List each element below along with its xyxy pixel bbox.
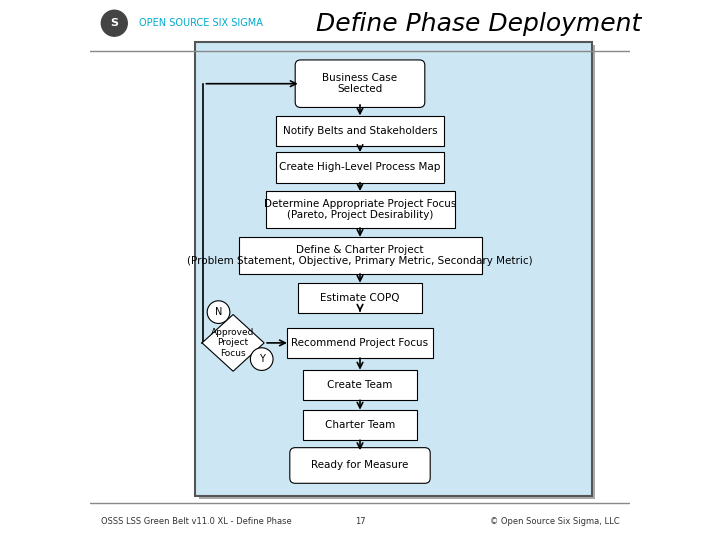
FancyBboxPatch shape	[238, 237, 482, 274]
Text: Recommend Project Focus: Recommend Project Focus	[292, 338, 428, 348]
FancyBboxPatch shape	[276, 116, 444, 146]
Text: OPEN SOURCE SIX SIGMA: OPEN SOURCE SIX SIGMA	[138, 18, 263, 28]
Circle shape	[251, 348, 273, 370]
Text: S: S	[110, 18, 118, 28]
Text: Create High-Level Process Map: Create High-Level Process Map	[279, 163, 441, 172]
Text: Define & Charter Project
(Problem Statement, Objective, Primary Metric, Secondar: Define & Charter Project (Problem Statem…	[187, 245, 533, 266]
FancyBboxPatch shape	[303, 370, 417, 400]
Text: Define Phase Deployment: Define Phase Deployment	[316, 12, 642, 36]
FancyBboxPatch shape	[287, 328, 433, 358]
Text: OSSS LSS Green Belt v11.0 XL - Define Phase: OSSS LSS Green Belt v11.0 XL - Define Ph…	[101, 517, 292, 525]
Text: Y: Y	[258, 354, 265, 364]
FancyBboxPatch shape	[303, 410, 417, 440]
Text: N: N	[215, 307, 222, 317]
Text: Charter Team: Charter Team	[325, 420, 395, 430]
Text: 17: 17	[355, 517, 365, 525]
Text: Create Team: Create Team	[328, 380, 392, 390]
Text: Approved
Project
Focus: Approved Project Focus	[212, 328, 255, 358]
FancyBboxPatch shape	[289, 448, 431, 483]
Text: Determine Appropriate Project Focus
(Pareto, Project Desirability): Determine Appropriate Project Focus (Par…	[264, 199, 456, 220]
Text: Ready for Measure: Ready for Measure	[311, 461, 409, 470]
FancyBboxPatch shape	[276, 152, 444, 183]
Circle shape	[207, 301, 230, 323]
FancyBboxPatch shape	[298, 283, 422, 313]
FancyBboxPatch shape	[195, 42, 593, 496]
FancyBboxPatch shape	[295, 60, 425, 107]
Text: Business Case
Selected: Business Case Selected	[323, 73, 397, 94]
Text: Notify Belts and Stakeholders: Notify Belts and Stakeholders	[283, 126, 437, 136]
FancyBboxPatch shape	[266, 191, 454, 228]
Polygon shape	[202, 314, 264, 372]
Circle shape	[102, 10, 127, 36]
Text: Estimate COPQ: Estimate COPQ	[320, 293, 400, 303]
FancyBboxPatch shape	[199, 45, 595, 499]
Text: © Open Source Six Sigma, LLC: © Open Source Six Sigma, LLC	[490, 517, 619, 525]
